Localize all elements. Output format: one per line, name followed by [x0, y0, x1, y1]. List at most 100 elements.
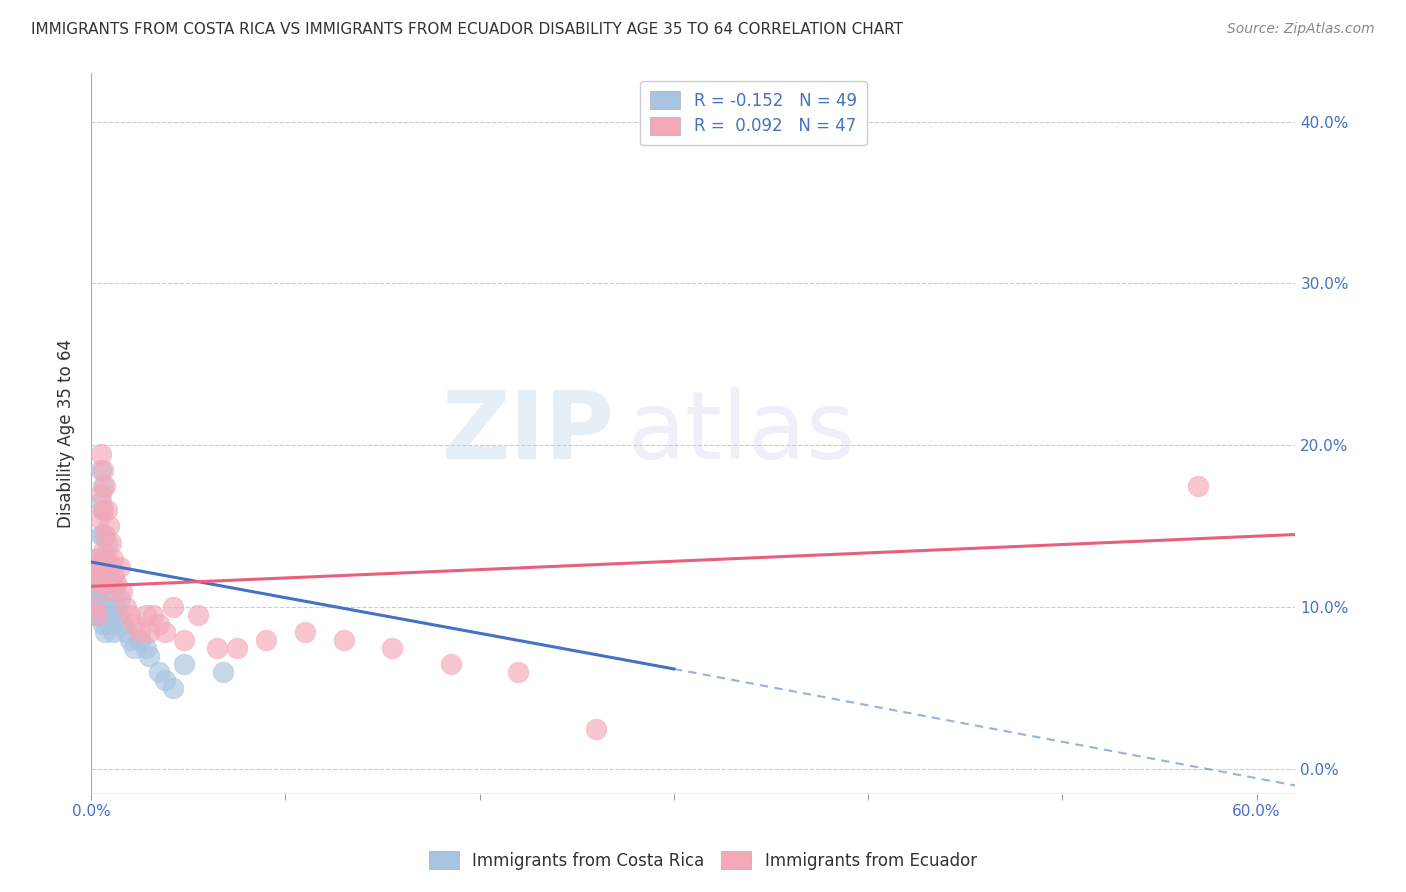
Text: IMMIGRANTS FROM COSTA RICA VS IMMIGRANTS FROM ECUADOR DISABILITY AGE 35 TO 64 CO: IMMIGRANTS FROM COSTA RICA VS IMMIGRANTS… — [31, 22, 903, 37]
Point — [103, 568, 125, 582]
Point — [82, 576, 104, 591]
Point — [110, 560, 132, 574]
Point — [96, 503, 118, 517]
Text: Source: ZipAtlas.com: Source: ZipAtlas.com — [1227, 22, 1375, 37]
Point — [212, 665, 235, 680]
Point — [97, 519, 120, 533]
Point — [96, 551, 118, 566]
Point — [508, 665, 530, 680]
Point — [94, 551, 117, 566]
Point — [148, 665, 170, 680]
Point — [84, 600, 107, 615]
Point — [100, 560, 122, 574]
Point — [84, 608, 107, 623]
Point — [94, 527, 117, 541]
Point — [173, 657, 195, 671]
Point — [91, 543, 114, 558]
Point — [97, 616, 120, 631]
Point — [91, 616, 114, 631]
Point — [94, 624, 117, 639]
Legend: R = -0.152   N = 49, R =  0.092   N = 47: R = -0.152 N = 49, R = 0.092 N = 47 — [640, 81, 866, 145]
Point — [173, 632, 195, 647]
Point — [105, 600, 128, 615]
Point — [87, 511, 110, 525]
Point — [87, 560, 110, 574]
Point — [1187, 479, 1209, 493]
Point — [107, 608, 129, 623]
Point — [87, 576, 110, 591]
Point — [111, 584, 134, 599]
Point — [118, 632, 141, 647]
Point — [90, 527, 112, 541]
Point — [105, 576, 128, 591]
Point — [115, 600, 138, 615]
Point — [87, 576, 110, 591]
Point — [94, 576, 117, 591]
Point — [585, 722, 607, 736]
Point — [103, 584, 125, 599]
Point — [100, 535, 122, 549]
Point — [115, 624, 138, 639]
Point — [294, 624, 316, 639]
Y-axis label: Disability Age 35 to 64: Disability Age 35 to 64 — [58, 339, 75, 528]
Point — [153, 673, 176, 688]
Point — [91, 527, 114, 541]
Point — [101, 551, 124, 566]
Point — [90, 446, 112, 460]
Point — [86, 568, 108, 582]
Point — [84, 551, 107, 566]
Point — [90, 608, 112, 623]
Point — [91, 479, 114, 493]
Point — [148, 616, 170, 631]
Point — [135, 640, 157, 655]
Point — [122, 616, 145, 631]
Point — [254, 632, 277, 647]
Point — [138, 648, 160, 663]
Point — [86, 608, 108, 623]
Point — [153, 624, 176, 639]
Point — [96, 568, 118, 582]
Text: ZIP: ZIP — [441, 387, 614, 479]
Point — [90, 560, 112, 574]
Point — [138, 624, 160, 639]
Point — [225, 640, 247, 655]
Point — [91, 463, 114, 477]
Point — [87, 592, 110, 607]
Point — [90, 568, 112, 582]
Point — [122, 640, 145, 655]
Point — [87, 608, 110, 623]
Point — [439, 657, 461, 671]
Point — [101, 624, 124, 639]
Point — [128, 624, 150, 639]
Point — [332, 632, 354, 647]
Point — [91, 560, 114, 574]
Point — [86, 551, 108, 566]
Point — [90, 487, 112, 501]
Point — [91, 503, 114, 517]
Point — [96, 535, 118, 549]
Point — [94, 479, 117, 493]
Point — [162, 681, 184, 696]
Point — [118, 608, 141, 623]
Point — [110, 592, 132, 607]
Point — [84, 592, 107, 607]
Point — [111, 616, 134, 631]
Point — [91, 503, 114, 517]
Point — [94, 600, 117, 615]
Point — [100, 608, 122, 623]
Point — [135, 608, 157, 623]
Point — [207, 640, 229, 655]
Point — [162, 600, 184, 615]
Point — [187, 608, 209, 623]
Point — [381, 640, 404, 655]
Point — [101, 576, 124, 591]
Point — [90, 463, 112, 477]
Point — [96, 608, 118, 623]
Point — [86, 584, 108, 599]
Point — [128, 632, 150, 647]
Point — [100, 584, 122, 599]
Point — [97, 576, 120, 591]
Text: atlas: atlas — [627, 387, 855, 479]
Point — [86, 560, 108, 574]
Point — [90, 495, 112, 509]
